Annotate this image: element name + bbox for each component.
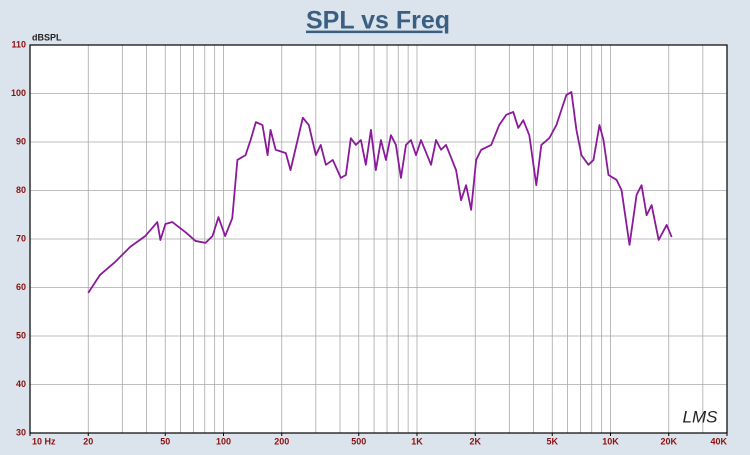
- y-tick-label: 70: [16, 233, 26, 243]
- grid: [29, 44, 728, 436]
- y-tick-label: 60: [16, 282, 26, 292]
- y-tick-label: 110: [11, 39, 26, 49]
- x-tick-label: 2K: [469, 436, 481, 446]
- x-tick-label: 100: [216, 436, 231, 446]
- x-tick-label: 20K: [660, 436, 677, 446]
- data-line: [87, 91, 673, 294]
- chart-title: SPL vs Freq: [306, 7, 450, 35]
- x-tick-label: 50: [160, 436, 170, 446]
- x-tick-label: 40K: [710, 436, 727, 446]
- x-tick-label: 1K: [411, 436, 423, 446]
- y-tick-label: 50: [16, 330, 26, 340]
- x-tick-label: 500: [351, 436, 366, 446]
- y-tick-label: 100: [11, 88, 26, 98]
- x-tick-label: 5K: [546, 436, 558, 446]
- series-layer: [87, 91, 673, 294]
- y-axis-label: dBSPL: [32, 32, 62, 42]
- y-tick-label: 30: [16, 427, 26, 437]
- x-tick-label: 10 Hz: [32, 436, 56, 446]
- y-tick-label: 80: [16, 185, 26, 195]
- x-tick-label: 20: [83, 436, 93, 446]
- watermark: LMS: [683, 407, 719, 426]
- plot-border: [29, 44, 728, 434]
- x-tick-label: 10K: [602, 436, 619, 446]
- x-tick-label: 200: [274, 436, 289, 446]
- y-tick-label: 90: [16, 136, 26, 146]
- y-tick-label: 40: [16, 379, 26, 389]
